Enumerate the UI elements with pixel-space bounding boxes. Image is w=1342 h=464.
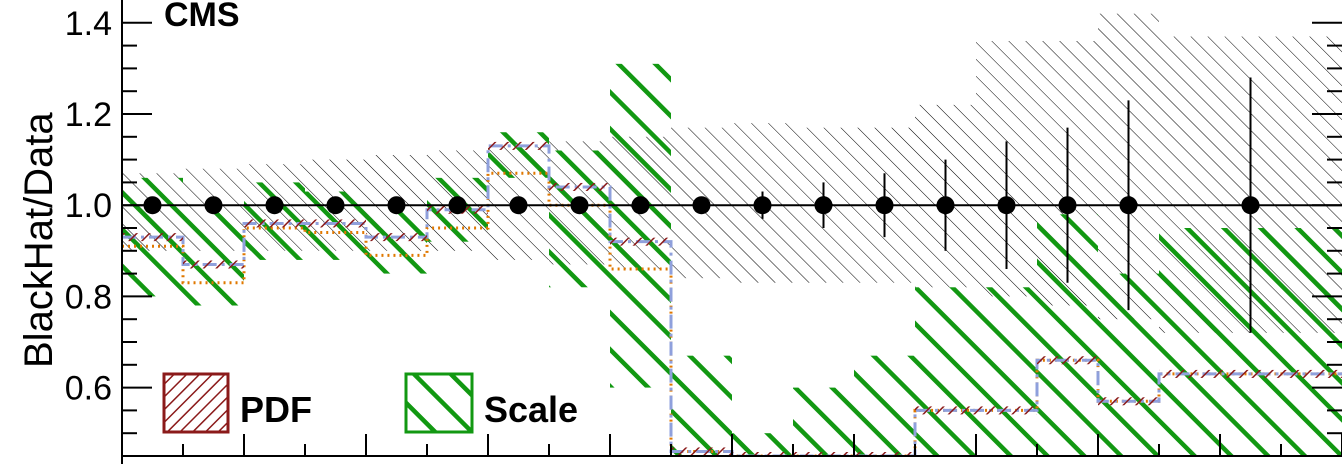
scale-band-segment (183, 205, 244, 306)
axes (121, 0, 1342, 464)
data-point (936, 196, 955, 215)
pdf-band-segment (915, 406, 976, 415)
data-point (509, 196, 528, 215)
scale-band-segment (549, 150, 610, 288)
data-point (570, 196, 589, 215)
data-point (204, 196, 223, 215)
pdf-band-segment (976, 406, 1037, 415)
pdf-band-segment (1159, 369, 1220, 378)
scale-band-segment (854, 355, 915, 456)
scale-band-segment (671, 355, 732, 456)
scale-band-segment (488, 132, 549, 178)
data-point (631, 196, 650, 215)
data-point (1058, 196, 1077, 215)
y-tick-label: 1.2 (65, 96, 112, 134)
y-axis-label: BlackHat/Data (17, 112, 61, 368)
pdf-band-segment (671, 447, 732, 456)
data-points (143, 77, 1260, 333)
pdf-band-segment (305, 219, 366, 228)
legend-pdf-swatch (162, 372, 230, 434)
data-point (753, 196, 772, 215)
pdf-band-segment (610, 237, 671, 246)
data-point (387, 196, 406, 215)
pdf-band-segment (549, 182, 610, 191)
data-point (692, 196, 711, 215)
data-point (814, 196, 833, 215)
theory-lines (122, 141, 1342, 456)
pdf-band-segment (1037, 356, 1098, 365)
y-tick-label: 0.8 (65, 278, 112, 316)
data-point (326, 196, 345, 215)
data-point (1241, 196, 1260, 215)
scale-uncertainty-band (122, 63, 1342, 456)
pdf-band-segment (1220, 369, 1281, 378)
legend-pdf-label: PDF (240, 389, 312, 430)
data-point (875, 196, 894, 215)
pdf-band-segment (1098, 397, 1159, 406)
scale-band-segment (732, 433, 793, 456)
legend: PDF Scale (162, 372, 578, 434)
legend-scale-label: Scale (484, 389, 578, 430)
y-tick-label: 1.4 (65, 5, 112, 43)
pdf-band-segment (366, 233, 427, 242)
scale-band-segment (610, 63, 671, 388)
scale-band-segment (793, 387, 854, 456)
pdf-band-segment (1281, 369, 1342, 378)
data-point (143, 196, 162, 215)
y-tick-label: 0.6 (65, 370, 112, 408)
pdf-band-segment (732, 452, 793, 456)
data-point (1119, 196, 1138, 215)
theory-alt-dotted-line (122, 171, 1342, 456)
pdf-band-segment (793, 452, 854, 456)
y-tick-label: 1.0 (65, 187, 112, 225)
data-point (265, 196, 284, 215)
scale-band-segment (976, 287, 1037, 456)
pdf-band-segment (854, 452, 915, 456)
y-tick-labels: 0.6 0.8 1.0 1.2 1.4 (65, 5, 112, 408)
pdf-band-segment (122, 233, 183, 242)
scale-band-segment (915, 287, 976, 456)
cms-label: CMS (164, 0, 240, 34)
pdf-band-segment (183, 260, 244, 269)
pdf-band-segment (488, 141, 549, 150)
data-point (997, 196, 1016, 215)
legend-scale-swatch (404, 372, 474, 434)
pdf-band-segment (244, 219, 305, 228)
data-point (448, 196, 467, 215)
